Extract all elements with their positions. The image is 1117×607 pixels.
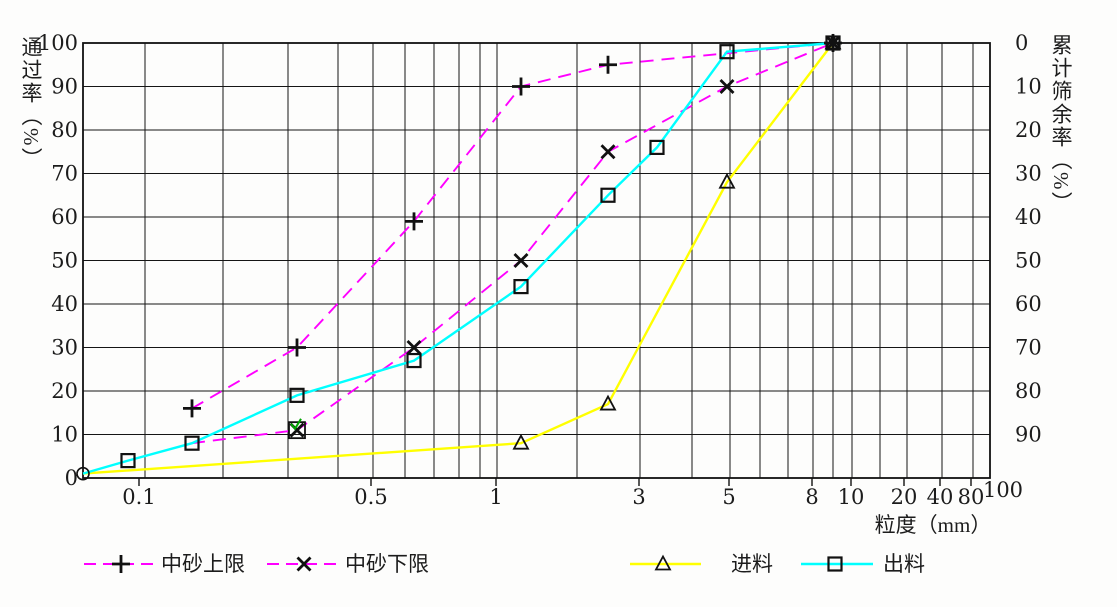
overlap-square-marker — [288, 421, 306, 440]
legend-cross-marker — [296, 556, 312, 572]
plus-marker-s0 — [288, 338, 306, 357]
x-tick-label: 20 — [891, 485, 918, 509]
y-right-tick-label: 90 — [1015, 423, 1042, 447]
y-left-axis-title: 通过率（%） — [19, 36, 43, 171]
legend-label: 进料 — [731, 552, 773, 576]
y-right-axis-title: 累计筛余率（%） — [1049, 34, 1073, 215]
y-left-tick-label: 40 — [51, 292, 78, 316]
x-tick-label: 0.5 — [354, 485, 387, 509]
y-left-tick-label: 60 — [51, 205, 78, 229]
x-axis-title: 粒度（mm） — [875, 513, 992, 537]
y-right-bottom-label: 100 — [983, 478, 1023, 502]
y-left-tick-label: 70 — [51, 162, 78, 186]
y-left-tick-label: 10 — [51, 423, 78, 447]
x-tick-label: 5 — [722, 485, 735, 509]
cross-marker-s1 — [825, 35, 841, 51]
square-marker-s3 — [513, 279, 529, 295]
plus-marker-s0 — [512, 77, 530, 96]
legend-square-marker — [827, 556, 843, 572]
x-tick-label: 1 — [489, 485, 502, 509]
triangle-marker-s2 — [599, 394, 617, 411]
cross-marker-s1 — [406, 340, 422, 355]
legend-label: 中砂上限 — [161, 552, 245, 576]
green-check-mark — [290, 418, 302, 431]
x-tick-label: 40 — [927, 485, 954, 509]
square-marker-s3 — [289, 387, 305, 403]
cross-marker-s1 — [719, 79, 735, 94]
y-right-tick-label: 60 — [1015, 292, 1042, 316]
y-right-tick-label: 80 — [1015, 379, 1042, 403]
legend-label: 中砂下限 — [345, 552, 429, 576]
y-right-tick-label: 0 — [1015, 31, 1028, 55]
x-tick-label: 0.1 — [122, 485, 155, 509]
x-tick-label: 80 — [958, 485, 985, 509]
y-right-tick-label: 40 — [1015, 205, 1042, 229]
triangle-marker-s2 — [512, 433, 530, 450]
legend-label: 出料 — [883, 552, 925, 576]
y-left-tick-label: 90 — [51, 75, 78, 99]
plus-marker-s0 — [405, 212, 423, 231]
series-line-2 — [82, 42, 834, 475]
square-marker-s3 — [649, 139, 665, 155]
x-tick-label: 8 — [805, 485, 818, 509]
origin-circle-marker — [76, 466, 90, 481]
y-right-tick-label: 10 — [1015, 75, 1042, 99]
y-right-tick-label: 70 — [1015, 336, 1042, 360]
x-tick-label: 3 — [632, 485, 645, 509]
y-left-tick-label: 50 — [51, 249, 78, 273]
legend-plus-marker — [112, 555, 130, 573]
cross-marker-s1 — [600, 144, 616, 160]
y-left-tick-label: 20 — [51, 379, 78, 403]
y-right-tick-label: 50 — [1015, 249, 1042, 273]
triangle-marker-s2 — [718, 172, 736, 189]
plus-marker-s0 — [183, 399, 201, 418]
plus-marker-s0 — [599, 55, 617, 74]
square-marker-s3 — [825, 35, 841, 51]
series-line-3 — [82, 41, 834, 475]
square-marker-s3 — [719, 44, 735, 60]
square-marker-s3 — [600, 187, 616, 203]
y-left-tick-label: 0 — [65, 466, 78, 490]
square-marker-s3 — [406, 352, 422, 369]
cross-marker-s1 — [513, 253, 529, 268]
x-tick-label: 10 — [838, 485, 865, 509]
y-right-tick-label: 20 — [1015, 118, 1042, 142]
square-marker-s3 — [120, 453, 136, 469]
square-marker-s3 — [184, 435, 200, 451]
legend-triangle-marker — [654, 554, 672, 571]
y-left-tick-label: 100 — [38, 31, 78, 55]
y-left-tick-label: 30 — [51, 336, 78, 360]
plot-border — [82, 42, 991, 479]
series-line-0 — [191, 42, 834, 410]
y-left-tick-label: 80 — [51, 118, 78, 142]
y-right-tick-label: 30 — [1015, 162, 1042, 186]
